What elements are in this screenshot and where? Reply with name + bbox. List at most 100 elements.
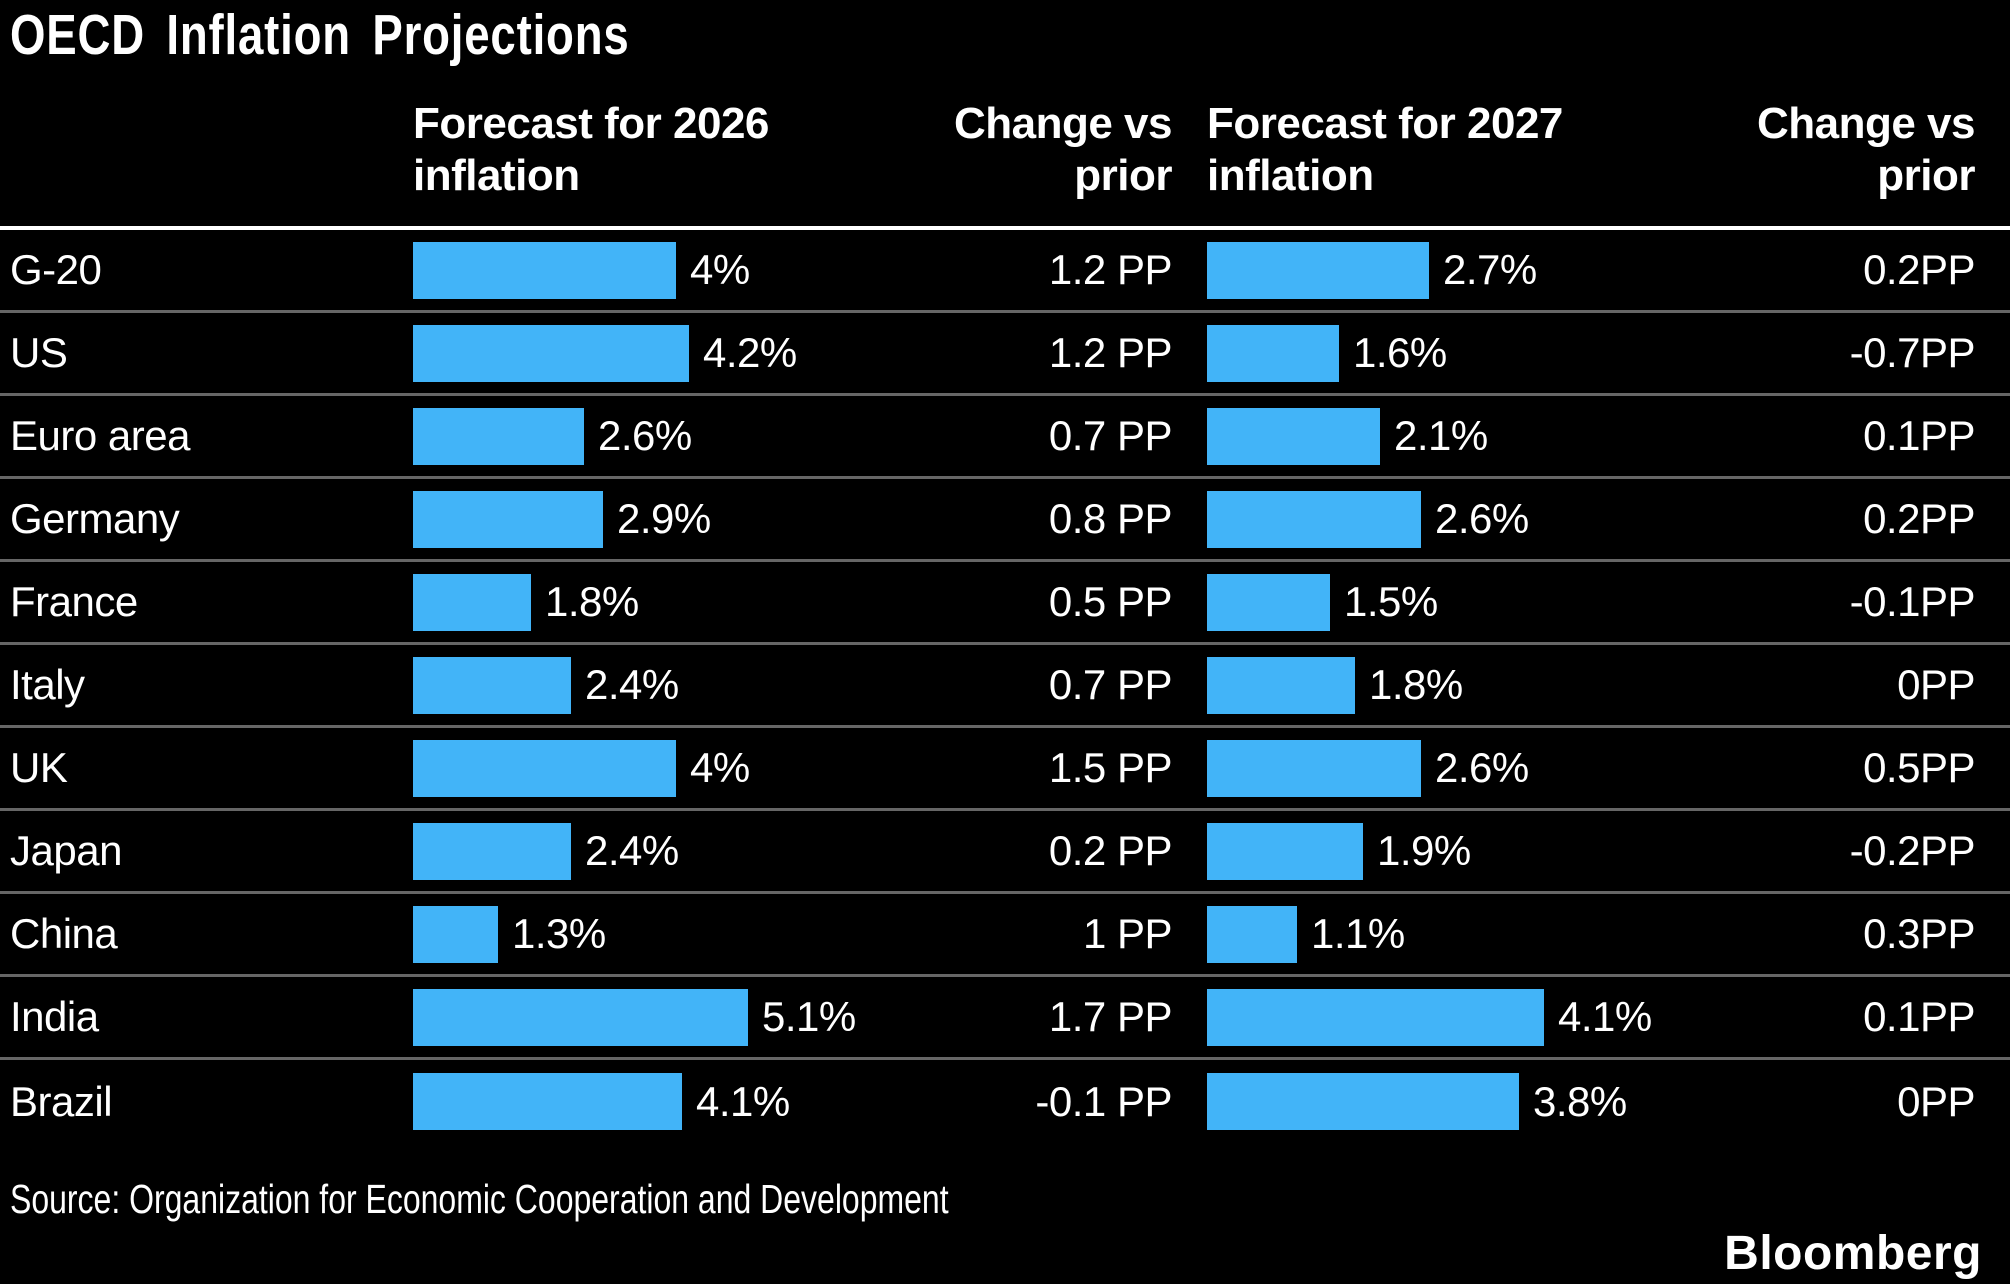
change-2027-value: 0.2PP — [1863, 246, 1975, 293]
change-2027-value: 0.2PP — [1863, 495, 1975, 542]
chart-title: OECD Inflation Projections — [10, 3, 630, 67]
change-2027-value: 0.3PP — [1863, 910, 1975, 957]
forecast-2027-value: 1.9% — [1377, 827, 1471, 874]
change-2027-value: -0.7PP — [1849, 329, 1976, 376]
forecast-2026-value: 2.9% — [617, 495, 711, 542]
change-2026-value: 0.5 PP — [1048, 578, 1173, 625]
forecast-2026-bar — [413, 407, 584, 465]
forecast-2027-bar — [1207, 905, 1297, 963]
change-2027-value: 0PP — [1897, 1077, 1975, 1125]
forecast-2026-bar — [413, 241, 676, 299]
forecast-2027-bar — [1207, 573, 1330, 631]
change-2026-value: 1.7 PP — [1048, 993, 1173, 1040]
forecast-2026-value: 1.8% — [545, 578, 639, 625]
change-2026-value: 1.5 PP — [1048, 744, 1173, 791]
forecast-2027-bar — [1207, 490, 1421, 548]
header-divider — [0, 226, 2010, 230]
forecast-2027-bar — [1207, 988, 1544, 1046]
forecast-2026-bar — [413, 905, 498, 963]
table-row: UK 4% 1.5 PP 2.6% 0.5PP — [0, 728, 2010, 811]
forecast-2026-bar — [413, 490, 603, 548]
change-2026-value: 0.2 PP — [1048, 827, 1173, 874]
change-2026-value: 1.2 PP — [1048, 329, 1173, 376]
forecast-2026-value: 4.1% — [696, 1077, 790, 1125]
forecast-2026-bar — [413, 739, 676, 797]
forecast-2026-value: 5.1% — [762, 993, 856, 1040]
table-row: Germany 2.9% 0.8 PP 2.6% 0.2PP — [0, 479, 2010, 562]
row-label: UK — [10, 744, 68, 791]
change-2026-value: 0.8 PP — [1048, 495, 1173, 542]
table-row: G-20 4% 1.2 PP 2.7% 0.2PP — [0, 230, 2010, 313]
table-row: Euro area 2.6% 0.7 PP 2.1% 0.1PP — [0, 396, 2010, 479]
row-label: Euro area — [10, 412, 190, 459]
header-spacer — [0, 98, 413, 202]
forecast-2026-value: 4% — [690, 744, 750, 791]
forecast-2027-value: 1.6% — [1353, 329, 1447, 376]
forecast-2027-value: 1.1% — [1311, 910, 1405, 957]
table-row: Japan 2.4% 0.2 PP 1.9% -0.2PP — [0, 811, 2010, 894]
header-change-2026: Change vs prior — [953, 99, 1173, 200]
forecast-2026-value: 4.2% — [703, 329, 797, 376]
table-row: Italy 2.4% 0.7 PP 1.8% 0PP — [0, 645, 2010, 728]
row-label: Germany — [10, 495, 180, 542]
change-2026-value: 1 PP — [1082, 910, 1173, 957]
header-forecast-2026: Forecast for 2026 inflation — [413, 99, 769, 200]
table-row: China 1.3% 1 PP 1.1% 0.3PP — [0, 894, 2010, 977]
source-note: Source: Organization for Economic Cooper… — [10, 1176, 949, 1222]
forecast-2026-value: 4% — [690, 246, 750, 293]
column-headers: Forecast for 2026 inflation Change vs pr… — [0, 98, 2010, 202]
change-2026-value: 0.7 PP — [1048, 661, 1173, 708]
forecast-2027-bar — [1207, 1073, 1519, 1130]
change-2027-value: 0PP — [1897, 661, 1975, 708]
row-label: US — [10, 329, 68, 376]
change-2026-value: 1.2 PP — [1048, 246, 1173, 293]
forecast-2027-bar — [1207, 241, 1429, 299]
header-change-2027: Change vs prior — [1756, 99, 1976, 200]
forecast-2027-value: 3.8% — [1533, 1077, 1627, 1125]
forecast-2027-bar — [1207, 739, 1421, 797]
forecast-2026-bar — [413, 656, 571, 714]
forecast-2026-bar — [413, 324, 689, 382]
forecast-2026-value: 2.4% — [585, 827, 679, 874]
forecast-2026-bar — [413, 822, 571, 880]
row-label: Brazil — [10, 1077, 113, 1125]
forecast-2026-value: 2.4% — [585, 661, 679, 708]
forecast-2027-bar — [1207, 656, 1355, 714]
change-2027-value: -0.2PP — [1849, 827, 1976, 874]
forecast-2026-bar — [413, 573, 531, 631]
forecast-2027-value: 2.6% — [1435, 495, 1529, 542]
table-row: France 1.8% 0.5 PP 1.5% -0.1PP — [0, 562, 2010, 645]
change-2027-value: 0.1PP — [1863, 993, 1975, 1040]
row-label: India — [10, 993, 99, 1040]
forecast-2027-value: 1.8% — [1369, 661, 1463, 708]
row-label: France — [10, 578, 138, 625]
bloomberg-logo: Bloomberg — [1724, 1227, 1982, 1280]
row-label: G-20 — [10, 246, 102, 293]
forecast-2027-value: 4.1% — [1558, 993, 1652, 1040]
forecast-2027-value: 1.5% — [1344, 578, 1438, 625]
forecast-2027-value: 2.1% — [1394, 412, 1488, 459]
rows: G-20 4% 1.2 PP 2.7% 0.2PP US 4.2% 1.2 PP… — [0, 230, 2010, 1143]
forecast-2026-bar — [413, 988, 748, 1046]
row-label: Japan — [10, 827, 122, 874]
forecast-2027-value: 2.6% — [1435, 744, 1529, 791]
table-row: India 5.1% 1.7 PP 4.1% 0.1PP — [0, 977, 2010, 1060]
change-2026-value: 0.7 PP — [1048, 412, 1173, 459]
change-2027-value: 0.5PP — [1863, 744, 1975, 791]
change-2026-value: -0.1 PP — [1035, 1077, 1172, 1125]
table-row: US 4.2% 1.2 PP 1.6% -0.7PP — [0, 313, 2010, 396]
forecast-2026-value: 1.3% — [512, 910, 606, 957]
change-2027-value: 0.1PP — [1863, 412, 1975, 459]
change-2027-value: -0.1PP — [1849, 578, 1976, 625]
header-forecast-2027: Forecast for 2027 inflation — [1207, 99, 1563, 200]
forecast-2027-bar — [1207, 822, 1363, 880]
forecast-2026-value: 2.6% — [598, 412, 692, 459]
forecast-2026-bar — [413, 1073, 682, 1130]
table-row: Brazil 4.1% -0.1 PP 3.8% 0PP — [0, 1060, 2010, 1143]
forecast-2027-value: 2.7% — [1443, 246, 1537, 293]
row-label: China — [10, 910, 118, 957]
forecast-2027-bar — [1207, 324, 1339, 382]
forecast-2027-bar — [1207, 407, 1380, 465]
row-label: Italy — [10, 661, 85, 708]
